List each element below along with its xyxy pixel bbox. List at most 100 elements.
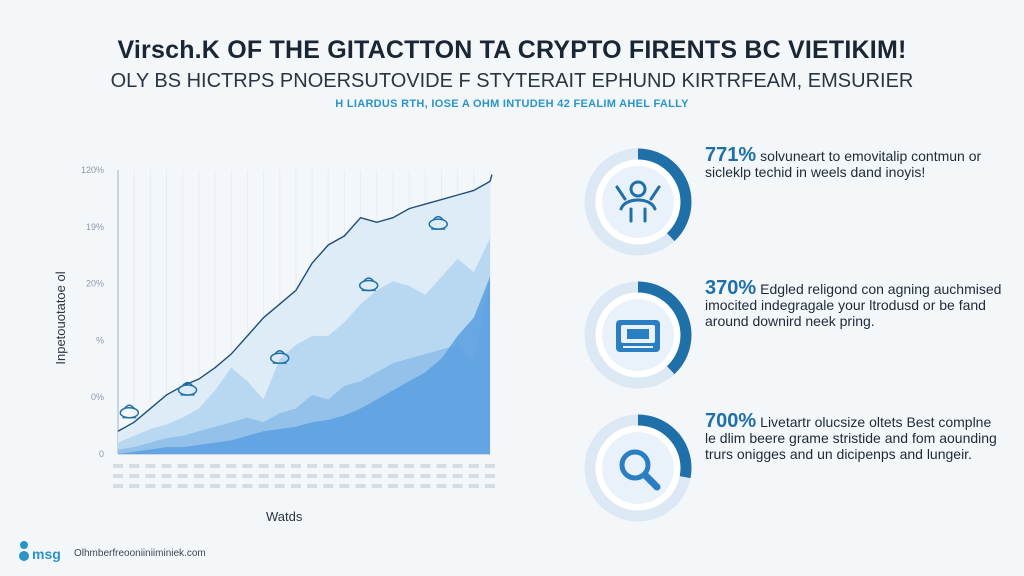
x-tick-mark bbox=[113, 484, 123, 488]
x-tick-mark bbox=[161, 484, 172, 488]
x-tick-mark bbox=[420, 474, 431, 478]
x-tick-mark bbox=[323, 464, 334, 468]
x-tick-mark bbox=[355, 484, 366, 488]
y-tick-label: 20% bbox=[86, 279, 104, 289]
x-tick-mark bbox=[145, 474, 156, 478]
x-tick-mark bbox=[452, 464, 463, 468]
x-tick-mark bbox=[339, 484, 350, 488]
progress-ring-2 bbox=[584, 281, 692, 389]
x-tick-mark bbox=[226, 484, 237, 488]
x-tick-mark bbox=[145, 484, 156, 488]
x-tick-mark bbox=[274, 474, 285, 478]
x-tick-mark bbox=[210, 464, 221, 468]
y-axis-label: Inpetouotatoe ol bbox=[53, 271, 68, 365]
x-tick-mark bbox=[371, 464, 382, 468]
stat-percent-2: 370% bbox=[705, 277, 757, 299]
x-tick-mark bbox=[258, 474, 269, 478]
x-tick-mark bbox=[387, 464, 398, 468]
area-chart: 0 0%% 20% 19% 120% bbox=[81, 165, 495, 488]
y-tick-label: 0% bbox=[91, 392, 104, 402]
search-icon bbox=[619, 449, 661, 491]
x-tick-mark bbox=[177, 484, 188, 488]
x-tick-mark bbox=[161, 464, 172, 468]
x-tick-mark bbox=[210, 474, 221, 478]
x-tick-mark bbox=[307, 474, 318, 478]
x-tick-mark bbox=[193, 464, 204, 468]
x-tick-mark bbox=[258, 484, 269, 488]
area-series-4 bbox=[118, 276, 490, 454]
x-tick-mark bbox=[210, 484, 221, 488]
x-tick-mark bbox=[485, 464, 495, 468]
x-tick-mark bbox=[274, 464, 285, 468]
x-tick-mark bbox=[226, 464, 237, 468]
page-tagline: H LIARDUS RTH, IOSE A OHM INTUDEH 42 FEA… bbox=[335, 98, 689, 110]
x-tick-mark bbox=[387, 484, 398, 488]
stat-text-2: Edgled religond con agning auchmised imo… bbox=[705, 281, 1002, 329]
rocket-icon bbox=[177, 381, 198, 396]
x-tick-mark bbox=[404, 474, 415, 478]
x-tick-mark bbox=[242, 484, 253, 488]
x-tick-mark bbox=[468, 464, 479, 468]
x-axis-label: Watds bbox=[266, 509, 303, 524]
x-tick-mark bbox=[468, 484, 479, 488]
flag-icon bbox=[269, 349, 290, 364]
x-tick-mark bbox=[193, 484, 204, 488]
x-tick-mark bbox=[242, 474, 253, 478]
x-tick-mark bbox=[290, 464, 301, 468]
x-tick-mark bbox=[387, 474, 398, 478]
y-tick-label: 19% bbox=[86, 222, 104, 232]
x-tick-mark bbox=[193, 474, 204, 478]
x-tick-mark bbox=[371, 484, 382, 488]
x-tick-mark bbox=[452, 474, 463, 478]
person-icon bbox=[615, 180, 661, 223]
stat-text-3: Livetartr olucsize oltets Best complne l… bbox=[705, 414, 997, 462]
x-tick-mark bbox=[420, 464, 431, 468]
x-tick-mark bbox=[436, 474, 447, 478]
x-tick-mark bbox=[485, 474, 495, 478]
x-tick-mark bbox=[436, 484, 447, 488]
x-tick-mark bbox=[371, 474, 382, 478]
y-tick-label: 120% bbox=[81, 165, 104, 175]
y-tick-label: % bbox=[96, 335, 104, 345]
x-tick-mark bbox=[452, 484, 463, 488]
x-tick-mark bbox=[129, 484, 140, 488]
x-tick-mark bbox=[307, 464, 318, 468]
footer-site[interactable]: Olhmberfreooniiniiminiek.com bbox=[74, 548, 206, 559]
x-tick-mark bbox=[129, 464, 140, 468]
x-tick-mark bbox=[242, 464, 253, 468]
x-tick-mark bbox=[404, 464, 415, 468]
x-tick-mark bbox=[436, 464, 447, 468]
x-tick-mark bbox=[307, 484, 318, 488]
x-tick-mark bbox=[274, 484, 285, 488]
group-icon bbox=[358, 277, 379, 292]
x-tick-mark bbox=[290, 484, 301, 488]
ufo-icon bbox=[119, 404, 140, 419]
stat-percent-1: 771% bbox=[705, 144, 757, 166]
x-tick-mark bbox=[113, 464, 123, 468]
progress-ring-1 bbox=[584, 148, 692, 256]
stat-text-1: solvuneart to emovitalip contmun or sicl… bbox=[705, 148, 982, 180]
x-tick-mark bbox=[468, 474, 479, 478]
x-tick-mark bbox=[129, 474, 140, 478]
x-tick-mark bbox=[177, 464, 188, 468]
y-tick-label: 0 bbox=[99, 449, 104, 459]
x-tick-mark bbox=[355, 464, 366, 468]
logo-icon bbox=[19, 541, 29, 561]
figure-icon bbox=[428, 215, 448, 230]
x-tick-mark bbox=[485, 484, 495, 488]
x-tick-mark bbox=[161, 474, 172, 478]
page-title: Virsch.K OF THE GITACTTON TA CRYPTO FIRE… bbox=[117, 36, 907, 64]
logo-text: msg bbox=[32, 546, 61, 562]
x-tick-mark bbox=[177, 474, 188, 478]
x-tick-mark bbox=[404, 484, 415, 488]
chip-icon bbox=[616, 320, 660, 352]
stat-percent-3: 700% bbox=[705, 410, 757, 432]
x-tick-mark bbox=[258, 464, 269, 468]
stat-card-1: 771% solvuneart to emovitalip contmun or … bbox=[583, 144, 1003, 257]
x-tick-mark bbox=[226, 474, 237, 478]
x-tick-mark bbox=[113, 474, 123, 478]
x-tick-mark bbox=[323, 474, 334, 478]
x-tick-mark bbox=[323, 484, 334, 488]
stat-card-3: 700% Livetartr olucsize oltets Best compl… bbox=[583, 410, 1003, 523]
x-tick-mark bbox=[355, 474, 366, 478]
